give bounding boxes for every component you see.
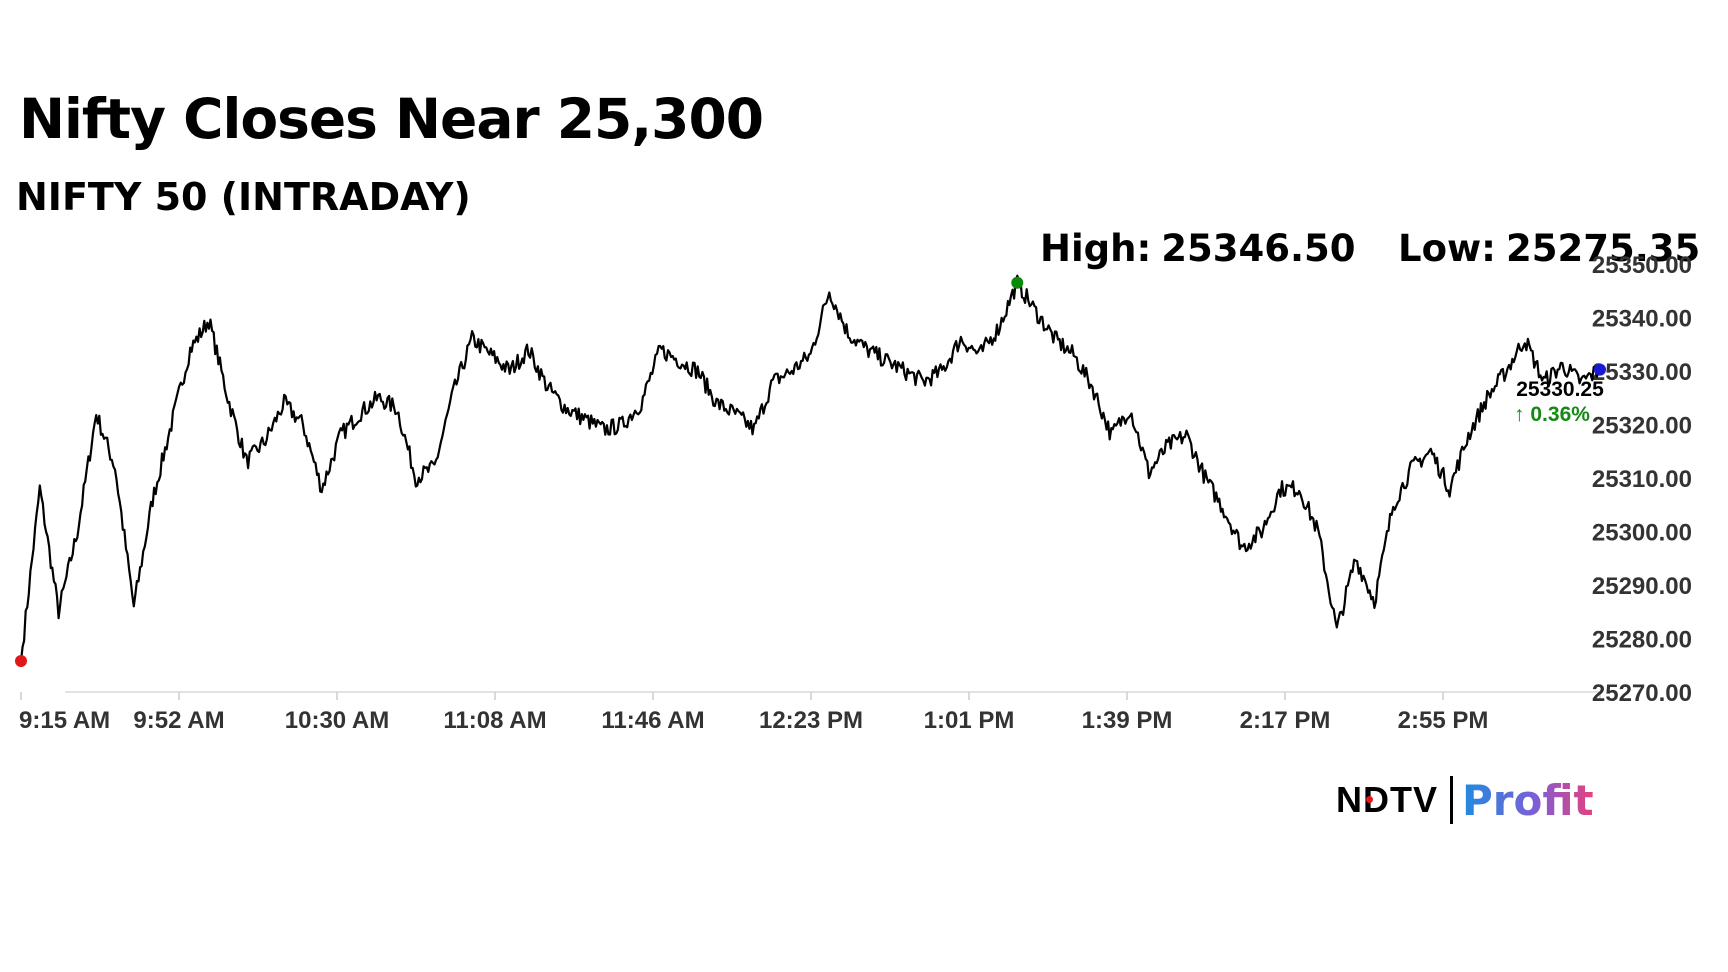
nifty-price-line [19, 274, 1601, 662]
y-tick-label: 25280.00 [1592, 627, 1692, 654]
y-tick-label: 25270.00 [1592, 680, 1692, 707]
high-value: 25346.50 [1161, 227, 1356, 270]
y-tick-label: 25320.00 [1592, 413, 1692, 440]
y-tick-label: 25350.00 [1592, 252, 1692, 279]
high-label: High: [1040, 227, 1152, 270]
y-tick-label: 25340.00 [1592, 306, 1692, 333]
x-tick-label: 2:17 PM [1240, 707, 1331, 734]
ndtv-wordmark: NDTV [1336, 779, 1438, 820]
logo-divider [1450, 776, 1453, 824]
chart-title: Nifty Closes Near 25,300 [19, 87, 764, 151]
y-tick-label: 25300.00 [1592, 520, 1692, 547]
x-tick-label: 10:30 AM [285, 707, 389, 734]
x-tick-label: 9:15 AM [19, 707, 110, 734]
axes: 9:15 AM 9:52 AM 10:30 AM 11:08 AM 11:46 AM 12… [19, 252, 1692, 734]
low-stat: Low: 25275.35 [1398, 230, 1700, 267]
markers-layer [15, 276, 1606, 667]
x-tick-label: 9:52 AM [133, 707, 224, 734]
x-tick-label: 11:08 AM [443, 707, 546, 734]
high-stat: High: 25346.50 [1040, 230, 1356, 267]
series-layer [19, 274, 1601, 662]
x-tick-label: 2:55 PM [1398, 707, 1489, 734]
y-tick-label: 25290.00 [1592, 573, 1692, 600]
red-dot-icon [1366, 796, 1373, 803]
y-tick-label: 25330.00 [1592, 359, 1692, 386]
x-tick-label: 12:23 PM [759, 707, 863, 734]
y-tick-label: 25310.00 [1592, 466, 1692, 493]
close-marker [1594, 363, 1606, 376]
low-label: Low: [1398, 227, 1496, 270]
high-marker [1011, 276, 1024, 289]
change-percent-label: ↑ 0.36% [1514, 403, 1590, 426]
last-price-label: 25330.25 [1516, 378, 1604, 401]
chart-subtitle: NIFTY 50 (INTRADAY) [16, 175, 471, 219]
profit-wordmark: Profit [1462, 775, 1594, 825]
open-marker [15, 654, 27, 667]
ndtv-profit-logo: NDTV Profit [1336, 772, 1594, 828]
x-tick-label: 1:01 PM [924, 707, 1015, 734]
low-value: 25275.35 [1505, 227, 1701, 270]
x-tick-label: 1:39 PM [1082, 707, 1173, 734]
x-tick-label: 11:46 AM [601, 707, 704, 734]
